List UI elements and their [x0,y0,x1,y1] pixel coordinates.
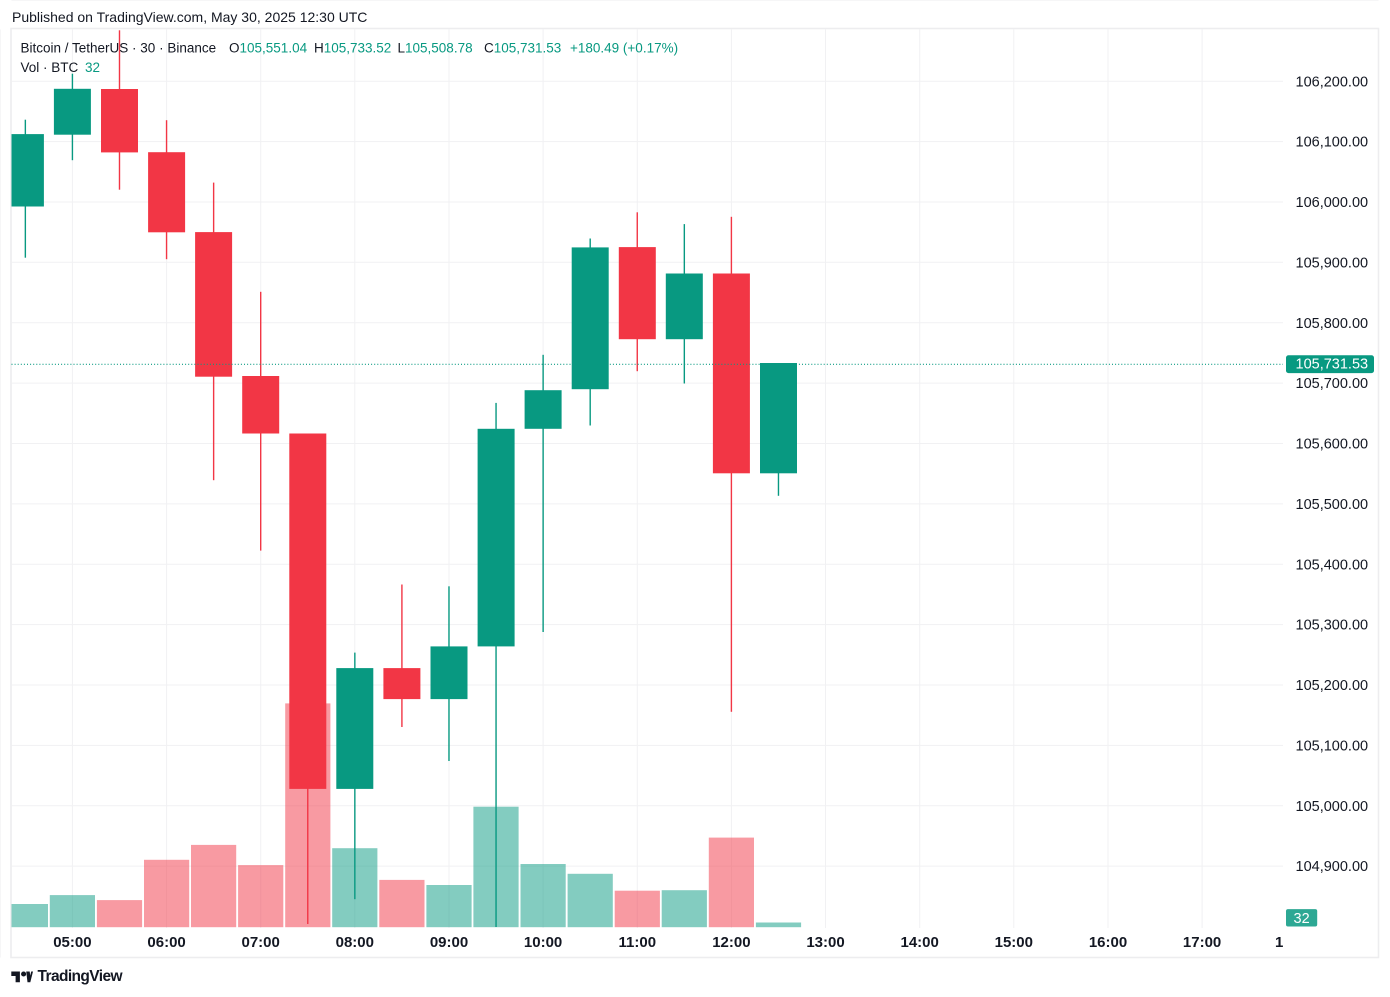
svg-text:32: 32 [1294,911,1310,927]
svg-text:106,100.00: 106,100.00 [1296,135,1369,151]
svg-text:Bitcoin / TetherUS · 30 · Bina: Bitcoin / TetherUS · 30 · Binance [21,41,217,56]
svg-text:105,500.00: 105,500.00 [1296,497,1369,513]
svg-text:17:00: 17:00 [1183,934,1221,951]
svg-text:Published on TradingView.com,: Published on TradingView.com, May 30, 20… [12,9,367,25]
svg-text:11:00: 11:00 [619,934,657,951]
svg-text:09:00: 09:00 [430,934,468,951]
svg-text:105,800.00: 105,800.00 [1296,316,1369,332]
svg-text:1: 1 [1275,934,1283,951]
svg-text:106,000.00: 106,000.00 [1296,195,1369,211]
svg-text:+180.49 (+0.17%): +180.49 (+0.17%) [570,41,678,56]
svg-text:12:00: 12:00 [712,934,750,951]
svg-text:15:00: 15:00 [995,934,1033,951]
svg-text:16:00: 16:00 [1089,934,1127,951]
svg-text:08:00: 08:00 [336,934,374,951]
svg-text:H105,733.52: H105,733.52 [314,41,391,56]
svg-text:105,000.00: 105,000.00 [1296,799,1369,815]
svg-text:106,200.00: 106,200.00 [1296,74,1369,90]
svg-text:104,900.00: 104,900.00 [1296,859,1369,875]
svg-text:105,400.00: 105,400.00 [1296,557,1369,573]
svg-text:06:00: 06:00 [147,934,185,951]
svg-text:105,600.00: 105,600.00 [1296,437,1369,453]
svg-text:Vol · BTC: Vol · BTC [21,60,79,75]
svg-text:105,200.00: 105,200.00 [1296,678,1369,694]
svg-text:O105,551.04: O105,551.04 [229,41,308,56]
svg-text:TradingView: TradingView [38,968,124,985]
svg-text:32: 32 [85,60,100,75]
svg-text:07:00: 07:00 [242,934,280,951]
svg-text:105,300.00: 105,300.00 [1296,618,1369,634]
svg-text:105,731.53: 105,731.53 [1296,357,1369,373]
svg-text:105,700.00: 105,700.00 [1296,376,1369,392]
svg-text:10:00: 10:00 [524,934,562,951]
svg-text:105,900.00: 105,900.00 [1296,255,1369,271]
svg-text:05:00: 05:00 [53,934,91,951]
svg-text:L105,508.78: L105,508.78 [398,41,473,56]
svg-text:13:00: 13:00 [806,934,844,951]
svg-text:C105,731.53: C105,731.53 [484,41,561,56]
svg-text:14:00: 14:00 [901,934,939,951]
svg-text:105,100.00: 105,100.00 [1296,739,1369,755]
